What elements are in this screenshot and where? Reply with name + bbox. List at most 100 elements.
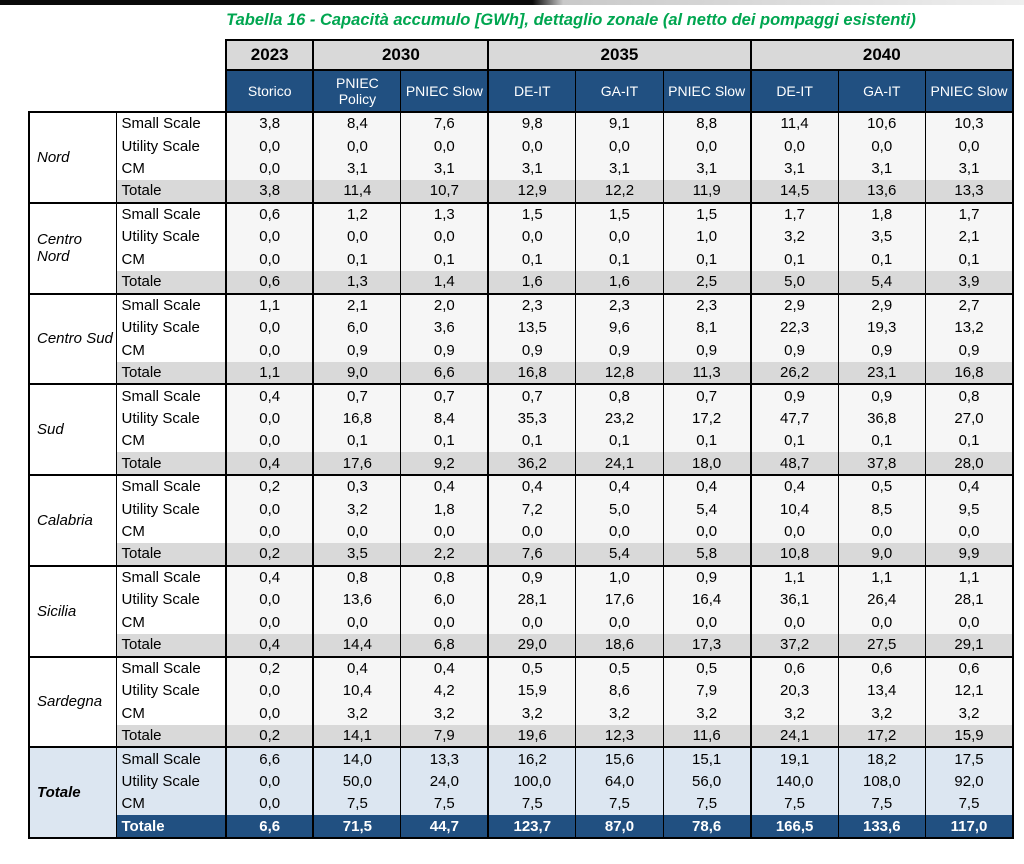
value-cell: 20,3 (749, 679, 839, 702)
value-cell: 0,9 (662, 564, 751, 589)
value-cell: 0,8 (925, 383, 1014, 407)
value-cell: 9,8 (487, 111, 576, 135)
value-cell: 2,9 (749, 292, 839, 317)
value-cell: 17,3 (662, 633, 751, 657)
table-row: CM 0,0 0,0 0,0 0,0 0,0 0,0 0,0 0,0 0,0 (29, 611, 1014, 634)
scenario-header-cell: PNIEC Slow (925, 70, 1014, 112)
value-cell: 64,0 (575, 769, 664, 793)
value-cell: 0,1 (925, 429, 1014, 453)
table-row: Totale 3,8 11,4 10,7 12,9 12,2 11,9 14,5 13,6 13,… (29, 180, 1014, 203)
value-cell: 1,7 (749, 201, 839, 226)
value-cell: 1,5 (662, 201, 751, 226)
zone-label-cell: Calabria (28, 474, 116, 567)
value-cell: 0,9 (837, 338, 926, 362)
value-cell: 0,0 (662, 611, 751, 634)
value-cell: 71,5 (312, 815, 401, 839)
value-cell: 0,0 (575, 134, 664, 158)
category-label-cell: Utility Scale (115, 679, 226, 702)
value-cell: 0,0 (224, 679, 314, 702)
header-corner (29, 40, 226, 112)
value-cell: 0,0 (224, 134, 314, 158)
value-cell: 92,0 (925, 769, 1014, 793)
value-cell: 10,6 (837, 111, 926, 135)
value-cell: 0,0 (749, 134, 839, 158)
table-row: Sud Small Scale 0,4 0,7 0,7 0,7 0,8 0,7 0,9 0,9 0,… (28, 383, 1014, 476)
value-cell: 0,0 (400, 611, 489, 634)
value-cell: 0,8 (575, 383, 664, 407)
year-header-cell: 2040 (749, 39, 1015, 71)
table-row: CM 0,0 0,1 0,1 0,1 0,1 0,1 0,1 0,1 0,1 (29, 429, 1014, 453)
value-cell: 123,7 (487, 815, 576, 839)
value-cell: 5,0 (575, 497, 664, 521)
value-cell: 0,5 (487, 655, 576, 680)
category-label-cell: Small Scale (115, 655, 226, 680)
category-label-cell: CM (115, 248, 226, 271)
value-cell: 0,4 (224, 633, 314, 657)
category-label-cell: Utility Scale (115, 588, 226, 612)
value-cell: 5,8 (662, 543, 751, 566)
table-body: Nord Small Scale 3,8 8,4 7,6 9,8 9,1 8,8 11,4 10,… (28, 111, 1014, 839)
category-label-cell: Totale (115, 633, 226, 657)
value-cell: 0,1 (487, 248, 576, 271)
value-cell: 3,2 (575, 701, 664, 725)
table-row: Nord Small Scale 3,8 8,4 7,6 9,8 9,1 8,8 11,4 10,… (28, 111, 1014, 204)
category-label-cell: Small Scale (115, 564, 226, 589)
value-cell: 10,4 (312, 679, 401, 702)
value-cell: 3,1 (575, 157, 664, 181)
value-cell: 13,6 (837, 180, 926, 203)
value-cell: 117,0 (925, 815, 1014, 839)
value-cell: 0,6 (837, 655, 926, 680)
zone-label-cell: Centro Nord (28, 201, 116, 295)
value-cell: 14,1 (312, 724, 401, 748)
value-cell: 1,5 (487, 201, 576, 226)
value-cell: 0,0 (837, 611, 926, 634)
value-cell: 0,8 (312, 564, 401, 589)
category-label-cell: CM (115, 701, 226, 725)
value-cell: 6,0 (400, 588, 489, 612)
value-cell: 12,2 (575, 180, 664, 203)
value-cell: 2,0 (400, 292, 489, 317)
value-cell: 12,1 (925, 679, 1014, 702)
category-label-cell: CM (115, 429, 226, 453)
category-label-cell: Totale (115, 361, 226, 385)
value-cell: 8,4 (400, 406, 489, 430)
category-label-cell: Utility Scale (115, 225, 226, 249)
capacity-table: 2023 2030 2035 2040 Storico PNIEC Policy PNIEC… (28, 39, 1015, 839)
table-row: Totale 0,4 14,4 6,8 29,0 18,6 17,3 37,2 27,5 29,1 (29, 633, 1014, 657)
category-label-cell: Utility Scale (115, 406, 226, 430)
value-cell: 7,6 (487, 543, 576, 566)
value-cell: 0,0 (837, 520, 926, 544)
value-cell: 18,2 (837, 746, 926, 770)
zone-label-cell: Totale (28, 746, 116, 839)
zone-label-cell: Nord (28, 111, 116, 204)
value-cell: 0,1 (749, 248, 839, 271)
value-cell: 3,2 (312, 701, 401, 725)
category-label-cell: Utility Scale (115, 316, 226, 339)
table-row: Utility Scale 0,0 0,0 0,0 0,0 0,0 1,0 3,2 3,5 2,1 (29, 225, 1014, 249)
table-row: Totale 0,4 17,6 9,2 36,2 24,1 18,0 48,7 37,8 28,0 (29, 452, 1014, 475)
value-cell: 0,7 (662, 383, 751, 407)
value-cell: 3,1 (749, 157, 839, 181)
value-cell: 0,1 (575, 429, 664, 453)
value-cell: 0,0 (312, 520, 401, 544)
category-label-cell: CM (115, 157, 226, 181)
value-cell: 11,4 (312, 180, 401, 203)
value-cell: 6,0 (312, 316, 401, 339)
category-label-cell: CM (115, 520, 226, 544)
value-cell: 6,6 (400, 361, 489, 385)
value-cell: 0,4 (400, 474, 489, 498)
value-cell: 15,9 (925, 724, 1014, 748)
value-cell: 0,0 (487, 611, 576, 634)
value-cell: 0,0 (224, 520, 314, 544)
value-cell: 18,6 (575, 633, 664, 657)
table-row: Totale 1,1 9,0 6,6 16,8 12,8 11,3 26,2 23,1 16,8 (29, 361, 1014, 385)
value-cell: 0,4 (749, 474, 839, 498)
value-cell: 2,1 (925, 225, 1014, 249)
value-cell: 2,3 (487, 292, 576, 317)
category-label-cell: Small Scale (115, 201, 226, 226)
value-cell: 108,0 (837, 769, 926, 793)
value-cell: 2,3 (575, 292, 664, 317)
value-cell: 0,0 (925, 611, 1014, 634)
value-cell: 0,1 (312, 248, 401, 271)
value-cell: 7,5 (575, 792, 664, 816)
